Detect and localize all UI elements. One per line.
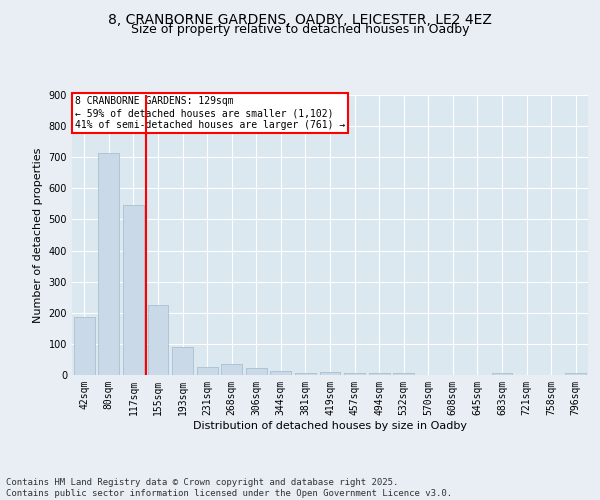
Bar — [197, 366, 218, 375]
Bar — [221, 364, 242, 375]
Bar — [295, 372, 316, 375]
Text: Size of property relative to detached houses in Oadby: Size of property relative to detached ho… — [131, 24, 469, 36]
Bar — [565, 374, 586, 375]
Bar — [393, 374, 414, 375]
Bar — [344, 374, 365, 375]
Bar — [123, 206, 144, 375]
Bar — [148, 305, 169, 375]
Y-axis label: Number of detached properties: Number of detached properties — [33, 148, 43, 322]
Bar — [98, 152, 119, 375]
Bar — [246, 368, 267, 375]
Bar — [172, 347, 193, 375]
Bar — [491, 374, 512, 375]
Bar — [320, 372, 340, 375]
Bar — [74, 318, 95, 375]
Text: 8 CRANBORNE GARDENS: 129sqm
← 59% of detached houses are smaller (1,102)
41% of : 8 CRANBORNE GARDENS: 129sqm ← 59% of det… — [74, 96, 345, 130]
X-axis label: Distribution of detached houses by size in Oadby: Distribution of detached houses by size … — [193, 420, 467, 430]
Bar — [271, 371, 292, 375]
Text: Contains HM Land Registry data © Crown copyright and database right 2025.
Contai: Contains HM Land Registry data © Crown c… — [6, 478, 452, 498]
Bar — [368, 373, 389, 375]
Text: 8, CRANBORNE GARDENS, OADBY, LEICESTER, LE2 4EZ: 8, CRANBORNE GARDENS, OADBY, LEICESTER, … — [108, 12, 492, 26]
